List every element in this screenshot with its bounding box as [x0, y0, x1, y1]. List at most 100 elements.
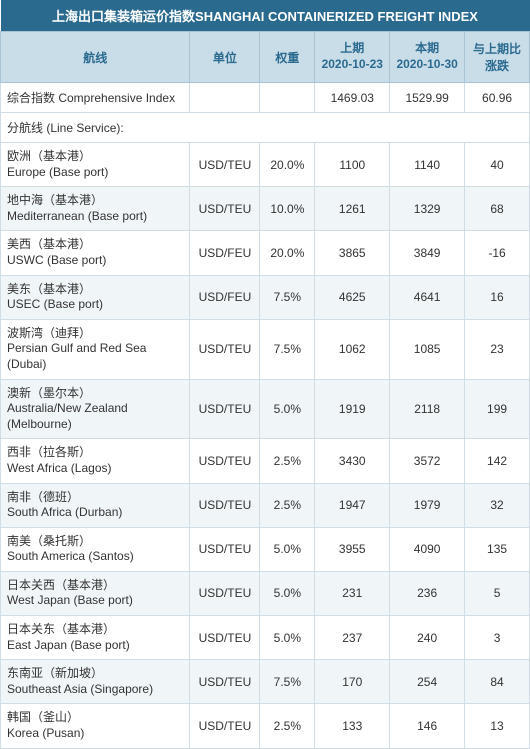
weight-cell: 20.0% — [260, 231, 315, 275]
table-row: 欧洲（基本港）Europe (Base port)USD/TEU20.0%110… — [1, 143, 530, 187]
table-row: 美东（基本港）USEC (Base port)USD/FEU7.5%462546… — [1, 275, 530, 319]
curr-cell: 1329 — [390, 187, 465, 231]
prev-cell: 1919 — [315, 379, 390, 439]
unit-cell: USD/FEU — [190, 231, 260, 275]
curr-cell: 236 — [390, 571, 465, 615]
chg-cell: 32 — [465, 483, 530, 527]
curr-cell: 2118 — [390, 379, 465, 439]
unit-cell: USD/TEU — [190, 483, 260, 527]
unit-cell: USD/TEU — [190, 571, 260, 615]
header-prev-label: 上期 — [319, 41, 385, 57]
table-row: 韩国（釜山）Korea (Pusan)USD/TEU2.5%13314613 — [1, 704, 530, 748]
weight-cell: 7.5% — [260, 660, 315, 704]
route-cn: 东南亚（新加坡） — [7, 666, 183, 682]
prev-cell: 1100 — [315, 143, 390, 187]
weight-cell: 2.5% — [260, 439, 315, 483]
header-prev: 上期 2020-10-23 — [315, 32, 390, 83]
route-en: Korea (Pusan) — [7, 726, 183, 742]
comprehensive-prev: 1469.03 — [315, 83, 390, 113]
prev-cell: 4625 — [315, 275, 390, 319]
route-cell: 欧洲（基本港）Europe (Base port) — [1, 143, 190, 187]
chg-cell: 135 — [465, 527, 530, 571]
header-unit: 单位 — [190, 32, 260, 83]
weight-cell: 20.0% — [260, 143, 315, 187]
header-curr-label: 本期 — [394, 41, 460, 57]
weight-cell: 10.0% — [260, 187, 315, 231]
header-row: 航线 单位 权重 上期 2020-10-23 本期 2020-10-30 与上期… — [1, 32, 530, 83]
curr-cell: 1085 — [390, 319, 465, 379]
route-cn: 美东（基本港） — [7, 282, 183, 298]
header-weight: 权重 — [260, 32, 315, 83]
prev-cell: 1947 — [315, 483, 390, 527]
route-en: Persian Gulf and Red Sea (Dubai) — [7, 341, 183, 372]
unit-cell: USD/TEU — [190, 319, 260, 379]
route-cell: 日本关西（基本港）West Japan (Base port) — [1, 571, 190, 615]
chg-cell: -16 — [465, 231, 530, 275]
route-cn: 波斯湾（迪拜） — [7, 326, 183, 342]
route-en: Europe (Base port) — [7, 165, 183, 181]
route-cell: 韩国（釜山）Korea (Pusan) — [1, 704, 190, 748]
table-title: 上海出口集装箱运价指数SHANGHAI CONTAINERIZED FREIGH… — [1, 0, 530, 32]
route-cell: 南美（桑托斯）South America (Santos) — [1, 527, 190, 571]
route-cell: 东南亚（新加坡）Southeast Asia (Singapore) — [1, 660, 190, 704]
curr-cell: 1979 — [390, 483, 465, 527]
route-cell: 澳新（墨尔本）Australia/New Zealand (Melbourne) — [1, 379, 190, 439]
prev-cell: 133 — [315, 704, 390, 748]
freight-index-table: 上海出口集装箱运价指数SHANGHAI CONTAINERIZED FREIGH… — [0, 0, 530, 749]
comprehensive-curr: 1529.99 — [390, 83, 465, 113]
table-row: 南非（德班）South Africa (Durban)USD/TEU2.5%19… — [1, 483, 530, 527]
table-row: 日本关东（基本港）East Japan (Base port)USD/TEU5.… — [1, 616, 530, 660]
curr-cell: 3849 — [390, 231, 465, 275]
table-row: 南美（桑托斯）South America (Santos)USD/TEU5.0%… — [1, 527, 530, 571]
title-row: 上海出口集装箱运价指数SHANGHAI CONTAINERIZED FREIGH… — [1, 0, 530, 32]
route-cn: 南美（桑托斯） — [7, 534, 183, 550]
route-en: East Japan (Base port) — [7, 638, 183, 654]
prev-cell: 170 — [315, 660, 390, 704]
route-cell: 日本关东（基本港）East Japan (Base port) — [1, 616, 190, 660]
unit-cell: USD/FEU — [190, 275, 260, 319]
route-cn: 日本关西（基本港） — [7, 578, 183, 594]
curr-cell: 146 — [390, 704, 465, 748]
curr-cell: 4090 — [390, 527, 465, 571]
section-label: 分航线 (Line Service): — [1, 113, 530, 143]
route-en: Southeast Asia (Singapore) — [7, 682, 183, 698]
prev-cell: 3430 — [315, 439, 390, 483]
weight-cell: 2.5% — [260, 704, 315, 748]
table-row: 波斯湾（迪拜）Persian Gulf and Red Sea (Dubai)U… — [1, 319, 530, 379]
comprehensive-weight — [260, 83, 315, 113]
chg-cell: 16 — [465, 275, 530, 319]
comprehensive-row: 综合指数 Comprehensive Index 1469.03 1529.99… — [1, 83, 530, 113]
table-row: 澳新（墨尔本）Australia/New Zealand (Melbourne)… — [1, 379, 530, 439]
route-en: South America (Santos) — [7, 549, 183, 565]
route-cell: 美西（基本港）USWC (Base port) — [1, 231, 190, 275]
route-en: USWC (Base port) — [7, 253, 183, 269]
unit-cell: USD/TEU — [190, 616, 260, 660]
curr-cell: 240 — [390, 616, 465, 660]
table-row: 地中海（基本港）Mediterranean (Base port) USD/TEU… — [1, 187, 530, 231]
chg-cell: 3 — [465, 616, 530, 660]
chg-cell: 142 — [465, 439, 530, 483]
section-row: 分航线 (Line Service): — [1, 113, 530, 143]
header-route: 航线 — [1, 32, 190, 83]
unit-cell: USD/TEU — [190, 379, 260, 439]
chg-cell: 23 — [465, 319, 530, 379]
weight-cell: 5.0% — [260, 616, 315, 660]
comprehensive-label: 综合指数 Comprehensive Index — [1, 83, 190, 113]
header-change: 与上期比涨跌 — [465, 32, 530, 83]
route-en: Mediterranean (Base port) — [7, 209, 183, 225]
chg-cell: 40 — [465, 143, 530, 187]
unit-cell: USD/TEU — [190, 660, 260, 704]
unit-cell: USD/TEU — [190, 187, 260, 231]
header-prev-date: 2020-10-23 — [319, 57, 385, 73]
curr-cell: 254 — [390, 660, 465, 704]
weight-cell: 5.0% — [260, 571, 315, 615]
table-row: 西非（拉各斯）West Africa (Lagos)USD/TEU2.5%343… — [1, 439, 530, 483]
route-cn: 地中海（基本港） — [7, 193, 183, 209]
prev-cell: 237 — [315, 616, 390, 660]
table-row: 东南亚（新加坡）Southeast Asia (Singapore)USD/TE… — [1, 660, 530, 704]
route-cn: 欧洲（基本港） — [7, 149, 183, 165]
route-cell: 波斯湾（迪拜）Persian Gulf and Red Sea (Dubai) — [1, 319, 190, 379]
curr-cell: 1140 — [390, 143, 465, 187]
weight-cell: 5.0% — [260, 527, 315, 571]
prev-cell: 231 — [315, 571, 390, 615]
